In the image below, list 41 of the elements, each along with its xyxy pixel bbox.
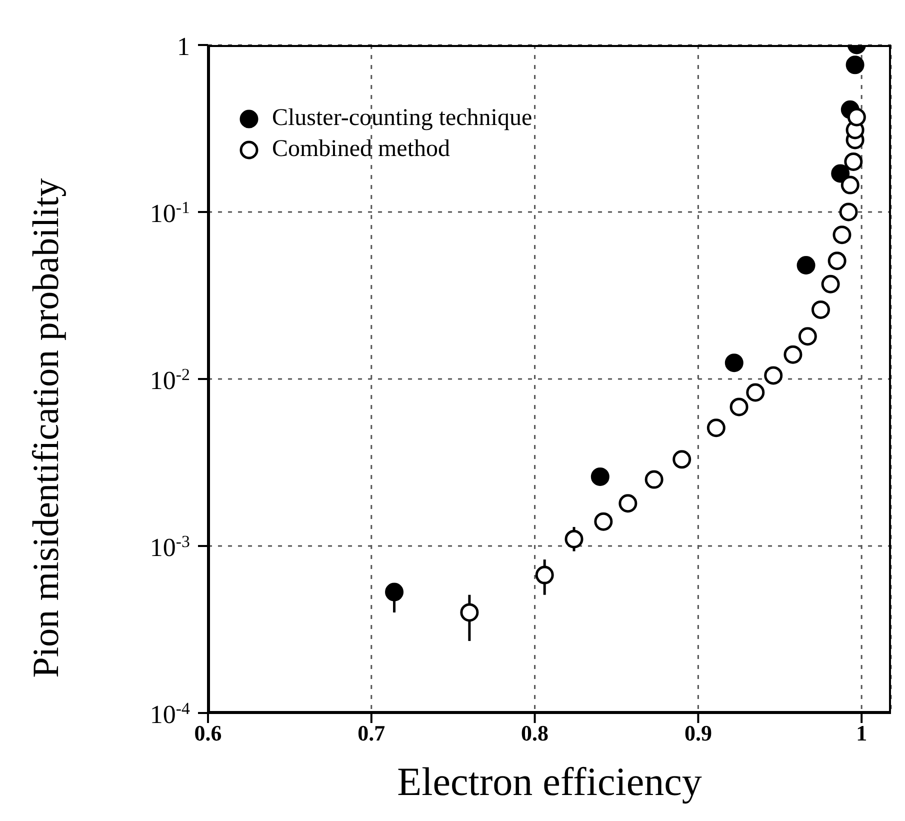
point <box>644 470 664 489</box>
y-tick-label: 10$^{-4}$ <box>150 698 191 729</box>
y-tick-label: 10$^{-1}$ <box>150 198 190 228</box>
y-tick-label: 10$^{-3}$ <box>150 532 190 562</box>
point <box>706 418 726 438</box>
x-tick-label: 0.6 <box>194 720 222 746</box>
point <box>832 226 852 244</box>
point <box>840 176 860 194</box>
point <box>535 566 554 584</box>
point <box>847 108 866 126</box>
y-tick-label: 10$^{-2}$ <box>150 364 190 395</box>
y-tick-label: 1 <box>177 32 190 61</box>
point <box>844 152 863 171</box>
point <box>784 345 802 364</box>
point <box>385 582 404 602</box>
point <box>798 327 817 346</box>
point <box>828 252 846 270</box>
point <box>796 256 816 274</box>
point <box>746 383 765 402</box>
point <box>590 467 610 486</box>
y-axis-title: Pion misidentification probability <box>26 178 66 678</box>
point <box>764 366 783 385</box>
point <box>821 274 840 294</box>
point <box>564 530 584 548</box>
point <box>724 354 744 372</box>
point <box>846 56 864 74</box>
legend-label: Cluster-counting technique <box>272 105 532 132</box>
point <box>672 450 692 469</box>
point <box>831 164 850 183</box>
point <box>811 300 830 319</box>
x-tick-label: 0.7 <box>358 720 386 746</box>
point <box>618 494 638 513</box>
x-tick-label: 0.9 <box>684 720 712 746</box>
point <box>460 603 479 622</box>
x-tick-label: 1 <box>856 720 868 746</box>
x-axis-title: Electron efficiency <box>397 759 702 804</box>
x-tick-label: 0.8 <box>521 720 549 746</box>
point <box>594 512 613 531</box>
legend-label: Combined method <box>272 136 450 163</box>
point <box>839 202 858 222</box>
point <box>730 398 748 416</box>
